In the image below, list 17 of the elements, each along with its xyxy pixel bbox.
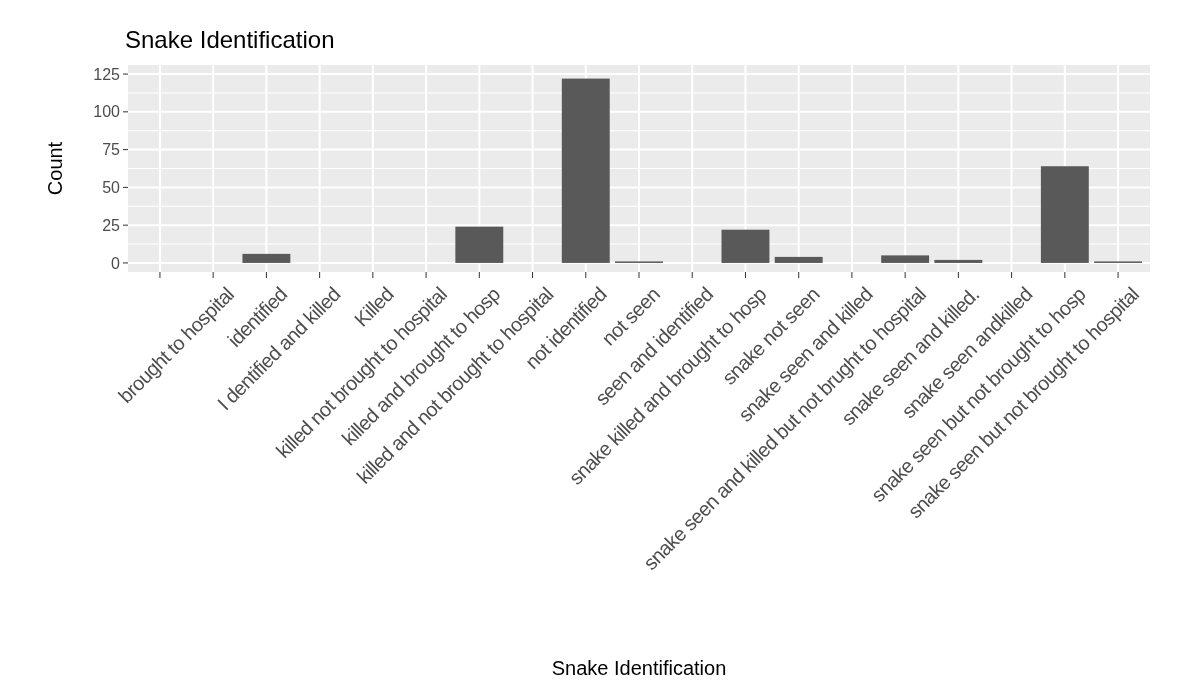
- bar: [774, 256, 823, 263]
- x-axis-title: Snake Identification: [551, 657, 727, 679]
- chart-title: Snake Identification: [125, 26, 335, 53]
- y-tick-label: 50: [102, 178, 121, 196]
- bar: [561, 78, 610, 263]
- bar: [721, 229, 770, 263]
- y-tick-label: 0: [111, 254, 121, 272]
- y-tick-label: 75: [102, 141, 121, 159]
- y-tick-label: 100: [93, 103, 121, 121]
- bar: [934, 259, 983, 263]
- bar: [1040, 166, 1089, 263]
- bar: [881, 255, 930, 263]
- bar: [242, 253, 291, 263]
- bar: [455, 226, 504, 263]
- y-tick-label: 25: [102, 216, 121, 234]
- y-tick-label: 125: [93, 65, 121, 83]
- y-axis-title: Count: [44, 141, 66, 196]
